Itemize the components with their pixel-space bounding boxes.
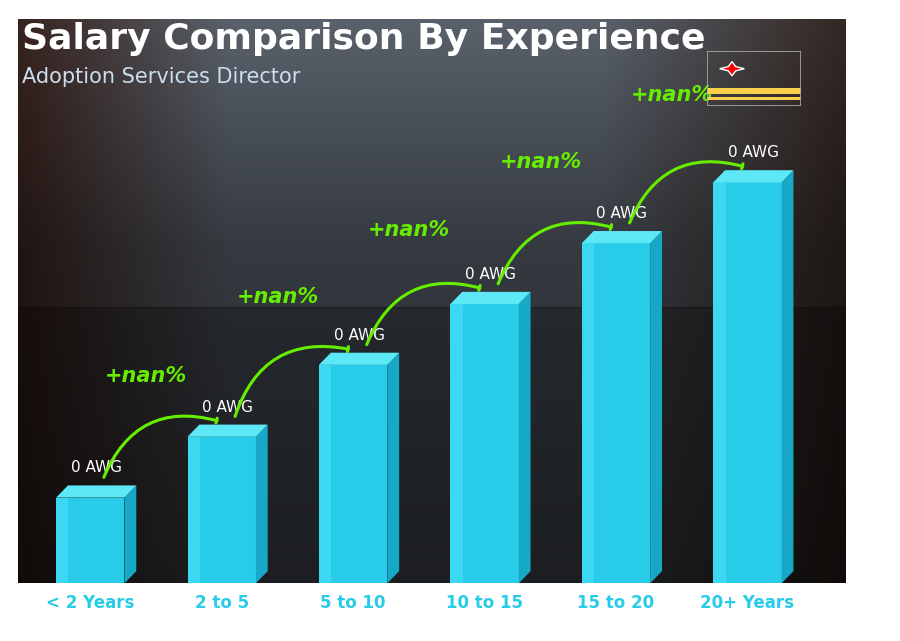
Text: Adoption Services Director: Adoption Services Director <box>22 67 301 87</box>
Polygon shape <box>720 62 744 76</box>
Bar <box>319 365 331 583</box>
Text: +nan%: +nan% <box>237 287 319 307</box>
Text: Salary Comparison By Experience: Salary Comparison By Experience <box>22 22 706 56</box>
Text: salary: salary <box>356 613 412 631</box>
Bar <box>56 497 124 583</box>
Bar <box>714 183 725 583</box>
Polygon shape <box>518 292 531 583</box>
Polygon shape <box>581 231 662 243</box>
Text: +nan%: +nan% <box>105 366 187 386</box>
Polygon shape <box>714 171 794 183</box>
Bar <box>706 88 801 94</box>
Polygon shape <box>187 424 267 437</box>
Bar <box>450 304 463 583</box>
Polygon shape <box>387 353 399 583</box>
Bar <box>56 497 68 583</box>
Polygon shape <box>256 424 267 583</box>
Bar <box>18 307 846 583</box>
Polygon shape <box>124 485 136 583</box>
Polygon shape <box>450 292 531 304</box>
Text: 0 AWG: 0 AWG <box>465 267 516 282</box>
Text: 0 AWG: 0 AWG <box>71 460 122 476</box>
Bar <box>714 183 781 583</box>
Bar <box>581 243 594 583</box>
Polygon shape <box>56 485 136 497</box>
Bar <box>581 243 650 583</box>
Bar <box>450 304 518 583</box>
Text: explorer.com: explorer.com <box>410 613 518 631</box>
Bar <box>187 437 200 583</box>
Polygon shape <box>650 231 662 583</box>
Bar <box>319 365 387 583</box>
Text: 0 AWG: 0 AWG <box>597 206 647 221</box>
Text: 0 AWG: 0 AWG <box>202 399 253 415</box>
Bar <box>706 97 801 100</box>
Text: Average Monthly Salary: Average Monthly Salary <box>868 272 881 420</box>
Text: +nan%: +nan% <box>631 85 713 105</box>
Polygon shape <box>781 171 794 583</box>
Text: 0 AWG: 0 AWG <box>334 328 384 343</box>
Bar <box>187 437 256 583</box>
Text: 0 AWG: 0 AWG <box>728 146 778 160</box>
Polygon shape <box>319 353 399 365</box>
Text: +nan%: +nan% <box>368 220 450 240</box>
Text: +nan%: +nan% <box>500 153 581 172</box>
